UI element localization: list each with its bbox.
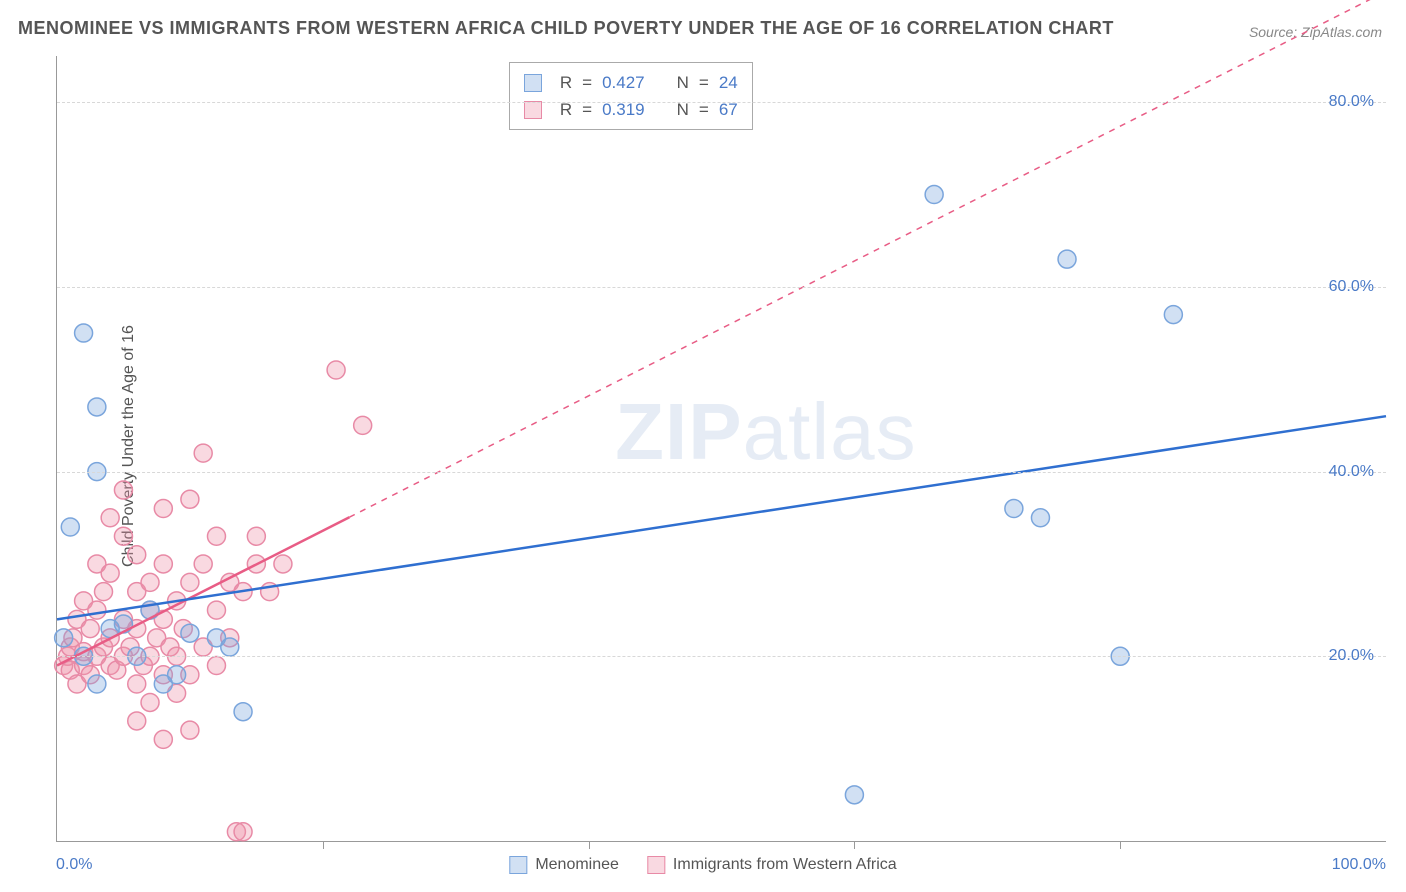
- legend-label-b: Immigrants from Western Africa: [673, 856, 897, 873]
- y-tick-label: 20.0%: [1329, 647, 1374, 665]
- legend-item-a: Menominee: [509, 856, 619, 874]
- y-tick-label: 40.0%: [1329, 463, 1374, 481]
- stats-row-b: R = 0.319 N = 67: [524, 96, 738, 123]
- x-tick: [854, 841, 855, 849]
- n-value-b: 67: [719, 96, 738, 123]
- legend-swatch-a-icon: [509, 856, 527, 874]
- eq-label-2: =: [699, 69, 709, 96]
- plot-area: ZIPatlas R = 0.427 N = 24 R = 0.319 N = …: [56, 56, 1386, 842]
- gridline: [57, 102, 1386, 103]
- r-label: R: [560, 69, 572, 96]
- y-tick-label: 60.0%: [1329, 278, 1374, 296]
- swatch-b-icon: [524, 101, 542, 119]
- eq-label-b: =: [582, 96, 592, 123]
- r-value-a: 0.427: [602, 69, 645, 96]
- x-axis-min-label: 0.0%: [56, 856, 92, 874]
- legend-label-a: Menominee: [535, 856, 619, 873]
- r-value-b: 0.319: [602, 96, 645, 123]
- legend-item-b: Immigrants from Western Africa: [647, 856, 897, 874]
- n-label: N: [677, 69, 689, 96]
- eq-label-b2: =: [699, 96, 709, 123]
- gridline: [57, 472, 1386, 473]
- r-label-b: R: [560, 96, 572, 123]
- eq-label: =: [582, 69, 592, 96]
- x-tick: [1120, 841, 1121, 849]
- stats-legend: R = 0.427 N = 24 R = 0.319 N = 67: [509, 62, 753, 130]
- legend-swatch-b-icon: [647, 856, 665, 874]
- bottom-legend: Menominee Immigrants from Western Africa: [509, 856, 896, 874]
- x-tick: [323, 841, 324, 849]
- x-tick: [589, 841, 590, 849]
- stats-row-a: R = 0.427 N = 24: [524, 69, 738, 96]
- gridline: [57, 287, 1386, 288]
- gridline: [57, 656, 1386, 657]
- swatch-a-icon: [524, 74, 542, 92]
- chart-svg: [57, 56, 1386, 841]
- y-tick-label: 80.0%: [1329, 93, 1374, 111]
- n-label-b: N: [677, 96, 689, 123]
- chart-title: MENOMINEE VS IMMIGRANTS FROM WESTERN AFR…: [18, 18, 1114, 39]
- x-axis-max-label: 100.0%: [1332, 856, 1386, 874]
- n-value-a: 24: [719, 69, 738, 96]
